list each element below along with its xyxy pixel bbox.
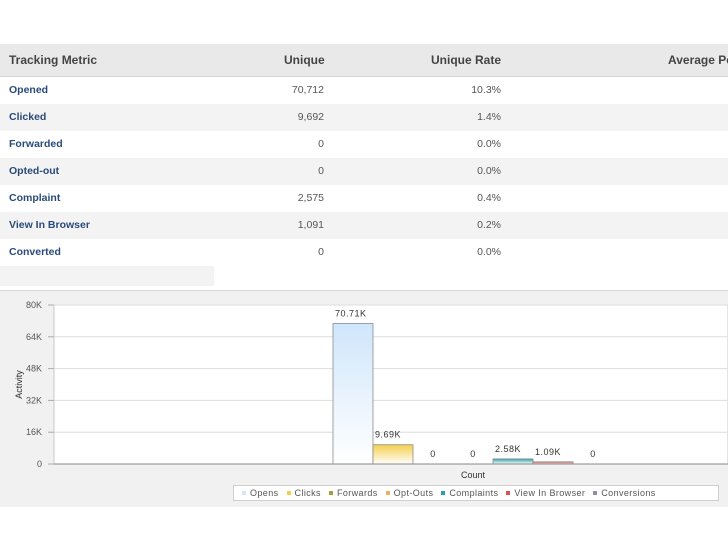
unique-value: 0: [318, 165, 324, 177]
legend-item[interactable]: Clicks: [286, 488, 321, 498]
unique-rate-value: 0.0%: [477, 138, 501, 150]
data-label: 1.09K: [535, 447, 561, 457]
unique-value: 0: [318, 138, 324, 150]
legend-swatch: [593, 491, 598, 495]
plot-area: [53, 304, 728, 465]
metric-name[interactable]: View In Browser: [9, 219, 90, 231]
y-tick-label: 16K: [26, 427, 42, 437]
data-label: 70.71K: [335, 308, 367, 318]
metric-name[interactable]: Forwarded: [9, 138, 63, 150]
column-header-metric[interactable]: Tracking Metric: [9, 53, 98, 67]
legend-item[interactable]: Complaints: [441, 488, 498, 498]
table-header: Tracking Metric Unique Unique Rate Avera…: [0, 44, 728, 77]
legend-swatch: [328, 491, 333, 495]
column-header-unique[interactable]: Unique: [284, 53, 325, 67]
tracking-metrics-table: Tracking Metric Unique Unique Rate Avera…: [0, 44, 728, 286]
metric-name[interactable]: Clicked: [9, 111, 47, 123]
unique-rate-value: 0.2%: [477, 219, 501, 231]
unique-value: 9,692: [297, 111, 324, 123]
bar-complaints: [492, 458, 534, 465]
table-row: Converted 0 0.0%: [0, 239, 728, 266]
legend-label: View In Browser: [514, 488, 586, 498]
activity-chart: 0 16K 32K 48K 64K 80K Activity Count 70.71K 9.69K…: [0, 290, 728, 507]
unique-value: 0: [318, 246, 324, 258]
legend-label: Forwards: [336, 488, 378, 498]
legend-label: Opens: [250, 488, 279, 498]
y-tick-label: 0: [37, 459, 42, 469]
unique-rate-value: 0.0%: [477, 246, 501, 258]
unique-rate-value: 0.4%: [477, 192, 501, 204]
unique-value: 2,575: [297, 192, 324, 204]
legend-swatch: [242, 491, 246, 495]
legend-label: Opt-Outs: [393, 488, 434, 498]
legend-swatch: [506, 491, 511, 495]
table-footer: [0, 266, 214, 286]
table-row: Clicked 9,692 1.4%: [0, 104, 728, 131]
data-label: 0: [430, 449, 436, 459]
y-tick-label: 80K: [26, 300, 42, 310]
unique-rate-value: 10.3%: [471, 84, 501, 96]
table-body: Opened 70,712 10.3% Clicked 9,692 1.4% Forward…: [0, 77, 728, 266]
legend-swatch: [385, 491, 390, 495]
column-header-unique-rate[interactable]: Unique Rate: [431, 53, 502, 67]
legend-item[interactable]: Opens: [242, 488, 279, 498]
metric-name[interactable]: Opened: [9, 84, 49, 96]
table-row: Opened 70,712 10.3%: [0, 77, 728, 104]
data-label: 0: [470, 449, 476, 459]
legend-label: Complaints: [449, 488, 499, 498]
legend-item[interactable]: Forwards: [328, 488, 378, 498]
y-axis-title: Activity: [14, 370, 24, 399]
y-tick-label: 64K: [26, 332, 42, 342]
legend-item[interactable]: Opt-Outs: [385, 488, 434, 498]
metric-name[interactable]: Converted: [9, 246, 61, 258]
metric-name[interactable]: Opted-out: [9, 165, 60, 177]
unique-rate-value: 1.4%: [477, 111, 501, 123]
legend-swatch: [441, 491, 446, 495]
unique-value: 1,091: [297, 219, 324, 231]
table-row: Complaint 2,575 0.4%: [0, 185, 728, 212]
legend-item[interactable]: View In Browser: [506, 488, 585, 498]
table-row: View In Browser 1,091 0.2%: [0, 212, 728, 239]
bar-opens: [332, 323, 374, 465]
unique-value: 70,712: [291, 84, 324, 96]
unique-rate-value: 0.0%: [477, 165, 501, 177]
column-header-average[interactable]: Average Pe: [668, 53, 728, 67]
y-tick-label: 32K: [26, 395, 42, 405]
table-row: Opted-out 0 0.0%: [0, 158, 728, 185]
legend-item[interactable]: Conversions: [593, 488, 655, 498]
bar-clicks: [372, 444, 414, 465]
data-label: 0: [590, 449, 596, 459]
table-row: Forwarded 0 0.0%: [0, 131, 728, 158]
legend-label: Conversions: [601, 488, 656, 498]
legend-swatch: [286, 491, 291, 495]
activity-bar-chart: 0 16K 32K 48K 64K 80K Activity Count 70.71K 9.69K…: [14, 300, 728, 480]
y-tick-label: 48K: [26, 364, 42, 374]
data-label: 9.69K: [375, 430, 401, 440]
legend-label: Clicks: [294, 488, 321, 498]
x-axis-title: Count: [461, 470, 486, 480]
metric-name[interactable]: Complaint: [9, 192, 61, 204]
chart-legend: Opens Clicks Forwards Opt-Outs Complaints Vie…: [233, 485, 719, 501]
data-label: 2.58K: [495, 444, 521, 454]
